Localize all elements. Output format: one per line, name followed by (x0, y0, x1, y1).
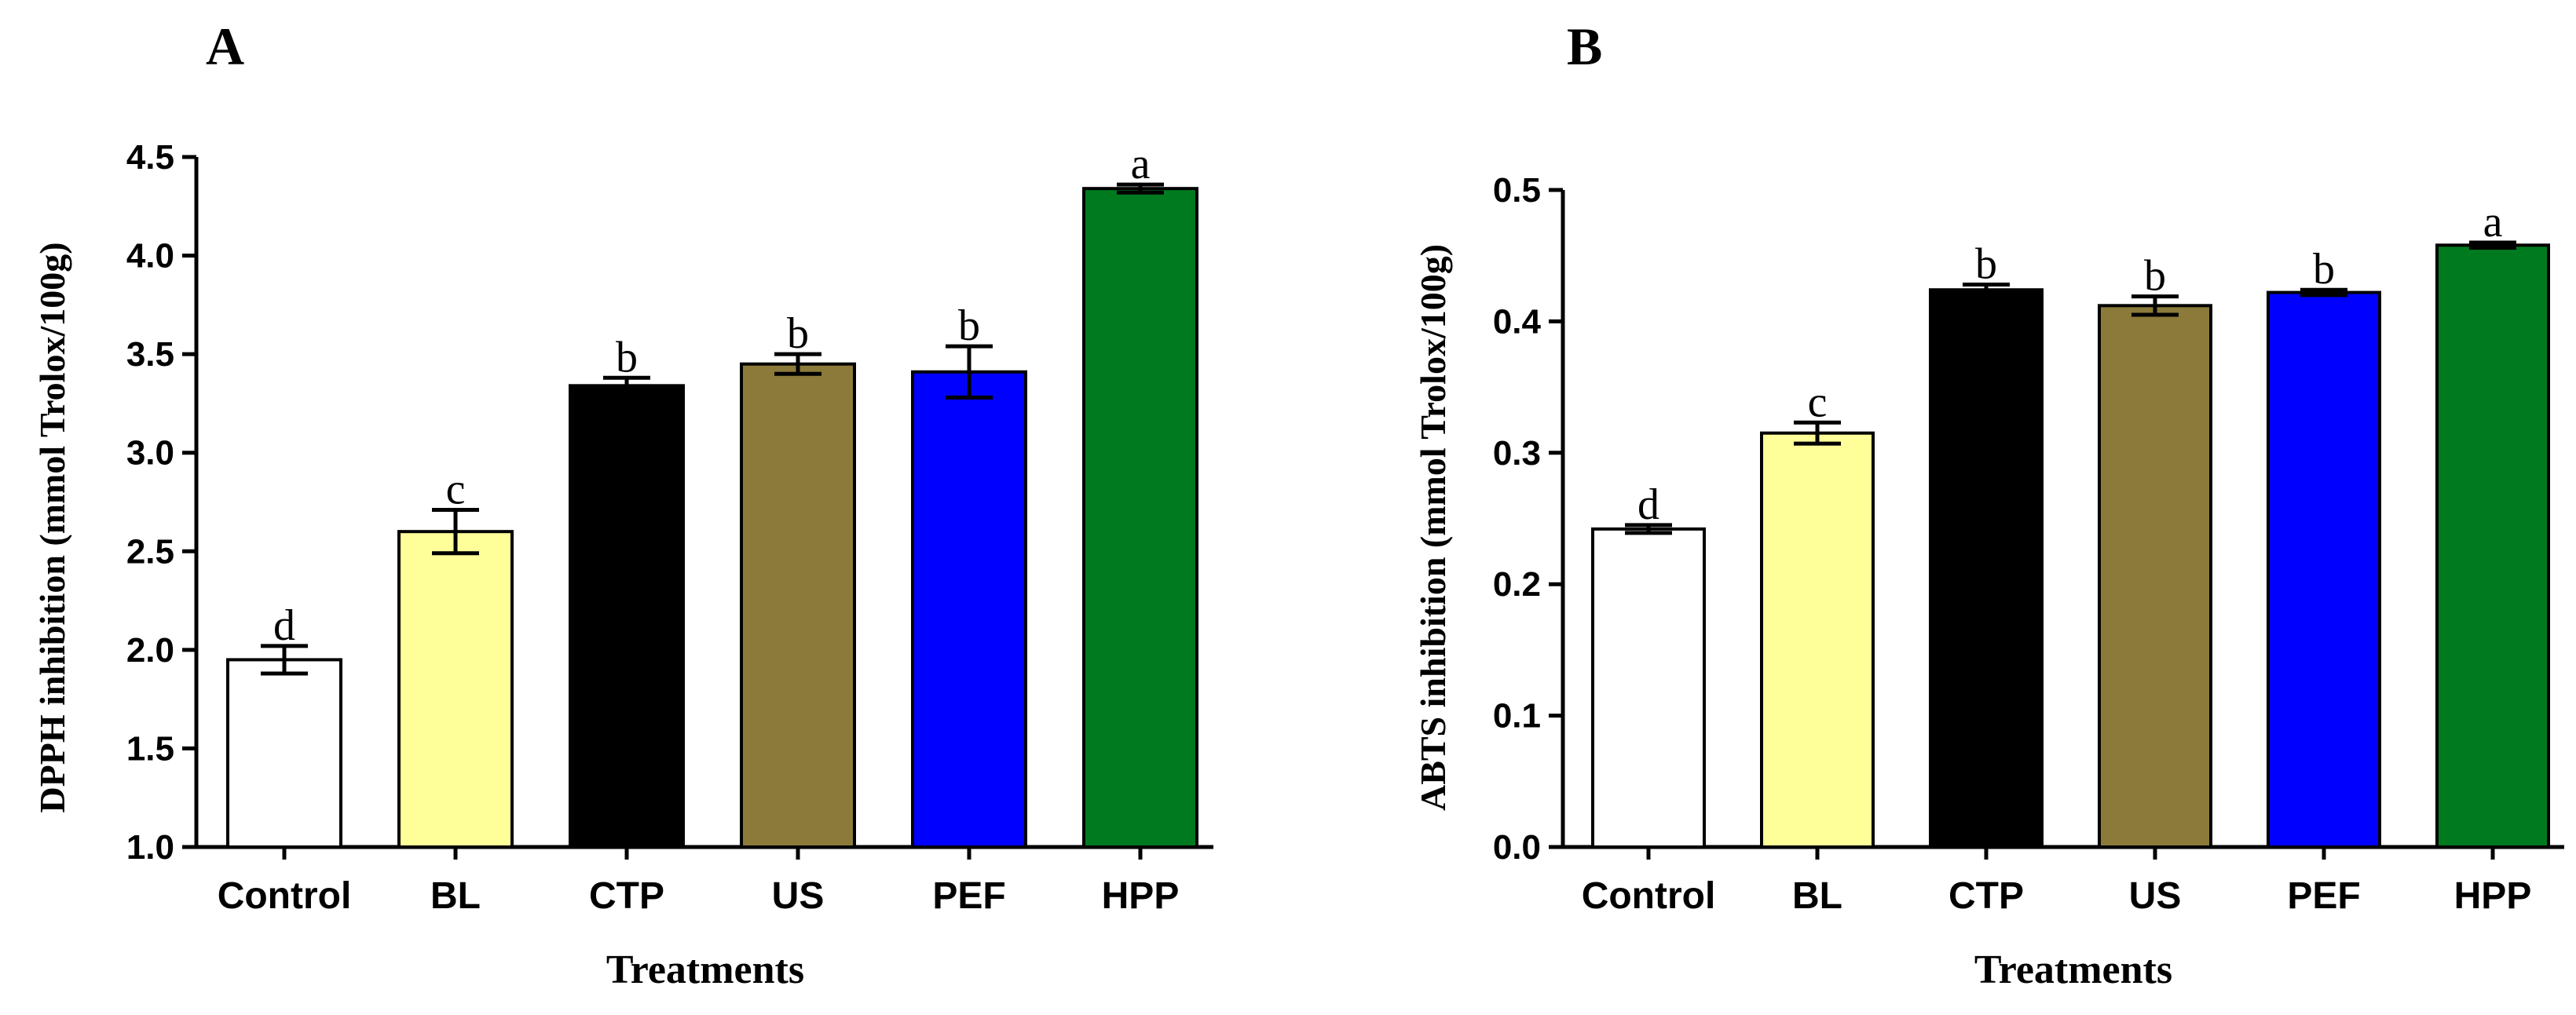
y-tick-label: 2.0 (126, 631, 174, 670)
bar (1591, 527, 1706, 849)
y-tick-label: 4.5 (126, 138, 174, 177)
y-tick-label: 3.5 (126, 335, 174, 374)
x-tick-label: US (772, 875, 825, 917)
y-axis-label: DPPH inhibition (mmol Trolox/100g) (32, 242, 72, 812)
y-tick-label: 4.0 (126, 237, 174, 276)
bar (911, 370, 1027, 849)
y-tick-label: 2.5 (126, 532, 174, 571)
panel-a: A DPPH inhibition (mmol Trolox/100g) Tre… (32, 16, 1213, 992)
bar (2267, 290, 2381, 849)
y-tick-label: 1.5 (126, 729, 174, 768)
x-axis-label: Treatments (606, 947, 804, 992)
panel-b: B ABTS inhibition (mmol Trolox/100g) Tre… (1413, 16, 2564, 992)
y-axis-label: ABTS inhibition (mmol Trolox/100g) (1413, 244, 1453, 811)
bar (397, 530, 514, 849)
x-tick-label: HPP (2454, 875, 2532, 917)
significance-letter: d (273, 601, 295, 650)
x-tick-label: HPP (1102, 875, 1180, 917)
significance-letter: b (958, 301, 980, 350)
bar (2098, 304, 2212, 849)
significance-letter: b (1975, 240, 1997, 289)
y-tick-label: 0.5 (1493, 171, 1541, 210)
y-tick-label: 0.1 (1493, 697, 1541, 736)
x-axis-label: Treatments (1974, 947, 2172, 992)
bar (1760, 431, 1875, 849)
panel-label: B (1567, 16, 1602, 76)
y-tick-label: 0.4 (1493, 302, 1542, 341)
significance-letter: b (787, 309, 809, 358)
significance-letter: b (2144, 252, 2166, 301)
bar (226, 658, 342, 849)
x-tick-label: US (2129, 875, 2182, 917)
significance-letter: b (616, 333, 638, 382)
bar (740, 362, 856, 849)
x-tick-label: BL (1792, 875, 1842, 917)
x-tick-label: PEF (932, 875, 1005, 917)
bar (1929, 288, 2044, 849)
x-tick-label: PEF (2287, 875, 2360, 917)
x-tick-label: BL (430, 875, 481, 917)
y-tick-label: 0.2 (1493, 565, 1541, 604)
x-tick-label: CTP (589, 875, 664, 917)
panel-label: A (206, 16, 244, 76)
bar (1082, 187, 1198, 849)
significance-letter: c (446, 466, 466, 514)
y-tick-label: 3.0 (126, 434, 174, 473)
x-tick-label: Control (218, 875, 352, 917)
x-tick-label: Control (1582, 875, 1716, 917)
x-tick-label: CTP (1948, 875, 2024, 917)
y-tick-label: 1.0 (126, 828, 174, 867)
significance-letter: c (1808, 378, 1828, 426)
y-tick-label: 0.3 (1493, 434, 1541, 473)
significance-letter: d (1637, 480, 1659, 529)
y-tick-label: 0.0 (1493, 828, 1541, 867)
bar (2435, 243, 2550, 849)
significance-letter: a (2483, 198, 2503, 246)
bar (569, 384, 685, 849)
significance-letter: a (1131, 140, 1151, 188)
significance-letter: b (2313, 245, 2335, 294)
